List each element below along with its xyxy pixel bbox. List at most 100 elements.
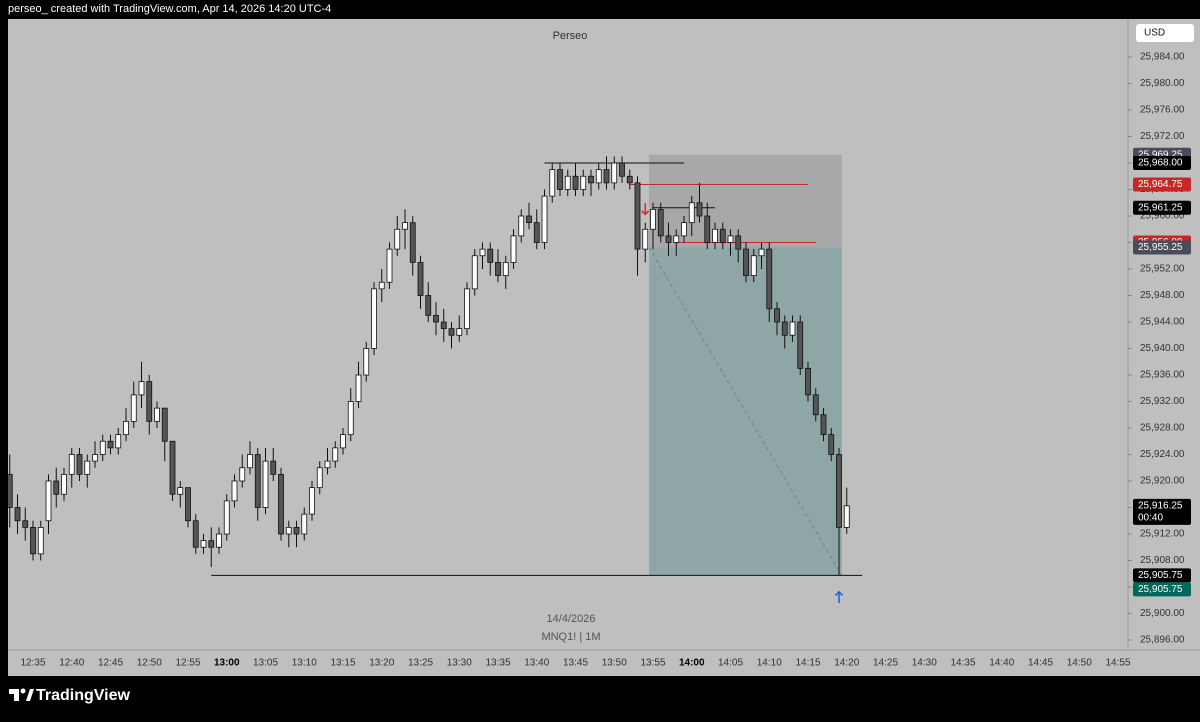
price-tag-label: 25,905.75	[1138, 570, 1183, 581]
candle-body	[185, 487, 191, 522]
candle-body	[719, 228, 726, 243]
candle-body	[92, 454, 98, 462]
candle-body	[138, 381, 145, 396]
signal-arrow	[834, 590, 844, 603]
stop-zone	[649, 154, 842, 248]
candle-body	[107, 440, 114, 449]
candle-body	[836, 454, 842, 528]
x-tick-label: 14:40	[989, 658, 1014, 669]
candle-body	[580, 175, 587, 190]
countdown: 00:40	[1138, 512, 1163, 523]
currency-label: USD	[1144, 28, 1165, 39]
x-tick-label: 14:10	[757, 658, 782, 669]
price-tag-label: 25,968.00	[1138, 158, 1183, 169]
x-tick-label: 14:25	[873, 658, 898, 669]
candle-body	[487, 248, 494, 263]
candle-body	[448, 328, 455, 336]
candle-body	[774, 308, 780, 323]
candle-body	[464, 288, 470, 330]
date-label: 14/4/2026	[547, 613, 596, 625]
y-tick-label: 25,940.00	[1140, 343, 1185, 354]
candle-body	[518, 215, 525, 237]
candle-body	[324, 460, 331, 469]
x-tick-label: 13:10	[292, 658, 317, 669]
x-tick-label: 12:35	[20, 658, 45, 669]
x-tick-label: 13:45	[563, 658, 588, 669]
price-tag	[1133, 498, 1191, 525]
candle-body	[688, 202, 695, 224]
y-tick-label: 25,972.00	[1140, 131, 1185, 142]
x-tick-label: 13:05	[253, 658, 278, 669]
candle-body	[549, 169, 556, 197]
price-tag-label: 25,916.25	[1138, 500, 1183, 511]
candle-body	[812, 394, 819, 416]
price-tag-label: 25,955.25	[1138, 242, 1183, 253]
header: perseo_ created with TradingView.com, Ap…	[8, 3, 331, 15]
x-tick-label: 14:45	[1028, 658, 1053, 669]
candle-body	[502, 261, 509, 277]
signal-arrow	[641, 203, 650, 216]
candle-body	[278, 473, 284, 535]
y-tick-label: 25,960.00	[1140, 211, 1185, 222]
price-tag	[1133, 177, 1191, 192]
candle-body	[177, 487, 184, 495]
candle-body	[557, 169, 563, 190]
candle-body	[650, 208, 656, 230]
x-tick-label: 14:30	[912, 658, 937, 669]
candle-body	[727, 235, 734, 243]
candle-body	[68, 454, 75, 475]
y-tick-label: 25,912.00	[1140, 529, 1185, 540]
candle-body	[340, 434, 346, 449]
candle-body	[169, 440, 176, 495]
candle-body	[417, 261, 424, 296]
candle-body	[409, 222, 416, 263]
x-tick-label: 14:50	[1067, 658, 1092, 669]
x-tick-label: 13:40	[524, 658, 549, 669]
x-tick-label: 13:35	[485, 658, 510, 669]
candle-body	[789, 321, 796, 336]
candle-body	[14, 507, 21, 522]
x-tick-label: 13:55	[640, 658, 665, 669]
candle-body	[479, 248, 486, 257]
candle-body	[626, 175, 633, 184]
brand-name: TradingView	[36, 687, 131, 704]
candle-body	[433, 314, 439, 323]
candle-body	[231, 480, 238, 502]
candle-body	[200, 540, 207, 548]
candle-body	[797, 321, 804, 369]
candle-body	[735, 235, 742, 250]
candle-body	[805, 367, 811, 396]
candle-body	[456, 328, 463, 336]
candle-body	[642, 228, 649, 250]
price-tag	[1133, 156, 1191, 170]
y-tick-label: 25,952.00	[1140, 264, 1185, 275]
candle-body	[533, 222, 540, 243]
candle-body	[572, 175, 579, 190]
candle-body	[247, 454, 253, 469]
candle-body	[363, 348, 370, 376]
candle-body	[115, 434, 122, 449]
x-tick-label: 14:05	[718, 658, 743, 669]
candle-body	[30, 526, 36, 555]
candle-body	[394, 228, 401, 250]
candle-body	[402, 222, 408, 230]
candle-body	[564, 175, 571, 190]
y-tick-label: 25,984.00	[1140, 52, 1185, 63]
candle-body	[828, 434, 835, 455]
candle-body	[781, 321, 788, 336]
candle-body	[371, 288, 377, 349]
y-tick-label: 25,976.00	[1140, 105, 1185, 116]
x-tick-label: 14:55	[1105, 658, 1130, 669]
x-tick-label: 13:25	[408, 658, 433, 669]
candle-body	[130, 394, 137, 422]
candle-body	[665, 235, 672, 243]
candle-body	[820, 414, 827, 436]
candle-body	[619, 162, 625, 177]
candle-body	[673, 235, 680, 243]
candle-body	[603, 169, 610, 184]
x-tick-label: 14:15	[795, 658, 820, 669]
currency-button[interactable]	[1136, 24, 1194, 42]
y-tick-label: 25,920.00	[1140, 476, 1185, 487]
